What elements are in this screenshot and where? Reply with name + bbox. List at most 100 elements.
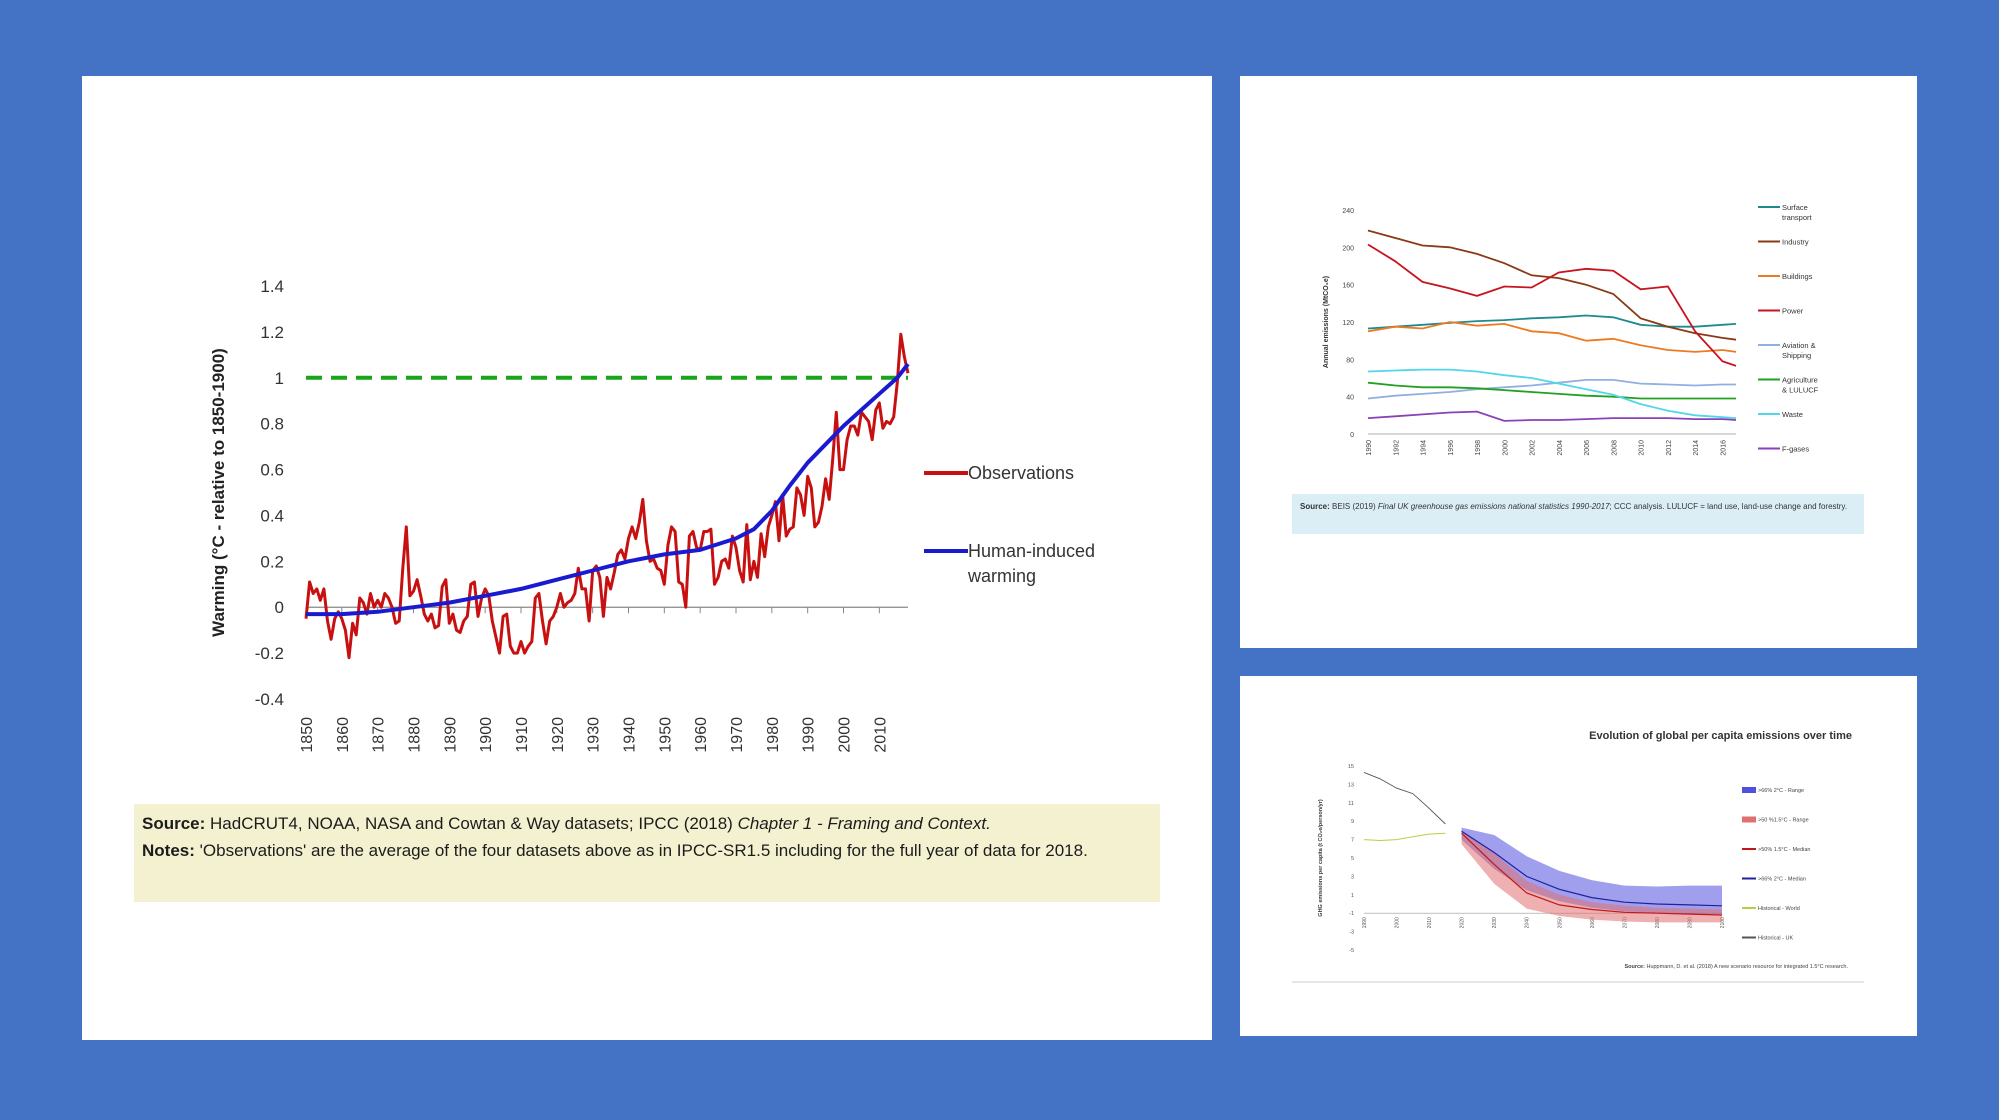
x-tick-label: 1900 <box>478 717 495 753</box>
y-tick-label: 1.4 <box>260 277 284 296</box>
uk-legend-label-line2: & LULUCF <box>1782 386 1819 395</box>
uk-legend-label-line2: transport <box>1782 213 1813 222</box>
uk-series-line <box>1367 243 1737 367</box>
uk-x-tick-label: 2012 <box>1666 440 1673 456</box>
pc-y-axis-label: GHG emissions per capita (t CO₂e/person/… <box>1318 799 1324 917</box>
pc-x-tick-label: 2100 <box>1720 917 1726 928</box>
uk-series-line <box>1367 381 1736 400</box>
uk-y-tick-label: 160 <box>1342 283 1354 290</box>
uk-x-tick-label: 2008 <box>1611 440 1618 456</box>
uk-x-tick-label: 2016 <box>1720 440 1727 456</box>
source-italic: Chapter 1 - Framing and Context. <box>737 814 991 833</box>
pc-y-tick-label: 11 <box>1348 801 1354 807</box>
pc-y-tick-label: -5 <box>1349 948 1354 954</box>
pc-x-tick-label: 2070 <box>1622 917 1628 928</box>
human-induced-line <box>306 362 910 617</box>
uk-legend-label-line1: Surface <box>1782 203 1808 212</box>
y-tick-label: 0.8 <box>260 415 284 434</box>
uk-legend-label: Waste <box>1782 410 1803 419</box>
uk-y-tick-label: 0 <box>1350 432 1354 439</box>
uk-y-tick-label: 240 <box>1342 208 1354 215</box>
x-tick-label: 1870 <box>371 717 388 753</box>
x-tick-label: 1920 <box>550 717 567 753</box>
pc-x-tick-label: 2000 <box>1395 917 1401 928</box>
uk-x-tick-label: 2014 <box>1693 440 1700 456</box>
pc-x-tick-label: 2030 <box>1492 917 1498 928</box>
pc-x-tick-label: 2080 <box>1655 917 1661 928</box>
uk-y-tick-label: 120 <box>1342 320 1354 327</box>
y-tick-label: 0.2 <box>260 552 284 571</box>
uk-legend-label: Power <box>1782 307 1804 316</box>
per-capita-chart: Evolution of global per capita emissions… <box>1292 730 1864 983</box>
x-tick-label: 1850 <box>299 717 316 753</box>
y-tick-label: -0.4 <box>255 690 284 709</box>
x-tick-label: 1880 <box>407 717 424 753</box>
pc-legend-label: >66% 2°C - Range <box>1758 788 1804 794</box>
uk-y-axis-label: Annual emissions (MtCO₂e) <box>1323 276 1330 368</box>
pc-legend-swatch <box>1742 936 1756 939</box>
uk-x-tick-label: 2006 <box>1584 440 1591 456</box>
pc-source-text: Huppmann, D. et al. (2018) A new scenari… <box>1646 964 1848 970</box>
y-tick-label: 0.6 <box>260 461 284 480</box>
uk-x-tick-label: 1994 <box>1421 440 1428 456</box>
uk-x-tick-label: 1992 <box>1393 440 1400 456</box>
pc-y-tick-label: 1 <box>1351 893 1354 899</box>
uk-legend-label-line1: Agriculture <box>1782 376 1818 385</box>
uk-source-text: BEIS (2019) <box>1332 502 1378 511</box>
uk-x-tick-label: 1990 <box>1366 440 1373 456</box>
uk-series-line <box>1367 368 1737 419</box>
legend-human-label: Human-induced warming <box>967 541 1095 586</box>
x-tick-label: 1910 <box>514 717 531 753</box>
pc-legend-swatch <box>1742 816 1756 823</box>
pc-legend-label: Historical - UK <box>1758 936 1793 942</box>
x-tick-label: 1860 <box>335 717 352 753</box>
y-tick-label: 1.2 <box>260 323 284 342</box>
uk-y-tick-label: 200 <box>1342 245 1354 252</box>
pc-legend-label: >50% 1.5°C - Median <box>1758 847 1811 853</box>
notes-label: Notes: <box>142 841 195 860</box>
pc-legend-swatch <box>1742 907 1756 909</box>
pc-legend-label: >66% 2°C - Median <box>1758 877 1806 883</box>
uk-series-line <box>1367 314 1737 330</box>
pc-historical-world-line <box>1363 832 1446 842</box>
x-tick-label: 1990 <box>801 717 818 753</box>
uk-legend-label: Industry <box>1782 238 1809 247</box>
x-tick-label: 1970 <box>729 717 746 753</box>
uk-series-line <box>1367 321 1737 353</box>
x-tick-label: 1950 <box>657 717 674 753</box>
uk-x-tick-label: 2002 <box>1530 440 1537 456</box>
pc-x-tick-label: 2090 <box>1687 917 1693 928</box>
pc-x-tick-label: 2020 <box>1460 917 1466 928</box>
uk-emissions-chart: 240 200 160 120 80 40 0 1990 1992 1994 1996 1998 200… <box>1323 203 1819 456</box>
main-note-box: Source: HadCRUT4, NOAA, NASA and Cowtan … <box>134 804 1160 902</box>
uk-legend-label: Surface transport <box>1782 203 1813 222</box>
uk-x-tick-label: 2004 <box>1557 440 1564 456</box>
x-tick-label: 2000 <box>837 717 854 753</box>
per-capita-title: Evolution of global per capita emissions… <box>1589 730 1852 742</box>
uk-y-tick-label: 80 <box>1346 357 1354 364</box>
pc-2c-median-line <box>1461 830 1723 907</box>
legend-human-label-line2: warming <box>967 566 1036 586</box>
pc-x-tick-label: 2010 <box>1427 917 1433 928</box>
pc-legend-swatch <box>1742 848 1756 850</box>
pc-15c-median-line <box>1461 832 1723 916</box>
y-tick-label: 0 <box>275 598 284 617</box>
uk-legend-label-line2: Shipping <box>1782 351 1811 360</box>
uk-x-tick-label: 2010 <box>1639 440 1646 456</box>
y-tick-label: 1 <box>275 369 284 388</box>
uk-legend-label: Aviation & Shipping <box>1782 341 1816 360</box>
uk-x-tick-label: 2000 <box>1502 440 1509 456</box>
uk-source-label: Source: <box>1300 502 1330 511</box>
uk-legend-label-line1: Aviation & <box>1782 341 1816 350</box>
uk-legend-label: F-gases <box>1782 445 1809 454</box>
source-text: HadCRUT4, NOAA, NASA and Cowtan & Way da… <box>210 814 738 833</box>
pc-legend-label: >50 %1.5°C - Range <box>1758 818 1809 824</box>
pc-x-tick-label: 1990 <box>1362 917 1368 928</box>
pc-y-tick-label: 13 <box>1348 782 1354 788</box>
uk-emissions-panel: 240 200 160 120 80 40 0 1990 1992 1994 1996 1998 200… <box>1240 76 1917 648</box>
source-label: Source: <box>142 814 206 833</box>
x-tick-label: 1890 <box>442 717 459 753</box>
pc-source-label: Source: <box>1624 964 1646 970</box>
y-tick-label: -0.2 <box>255 644 284 663</box>
uk-legend-label: Buildings <box>1782 272 1813 281</box>
